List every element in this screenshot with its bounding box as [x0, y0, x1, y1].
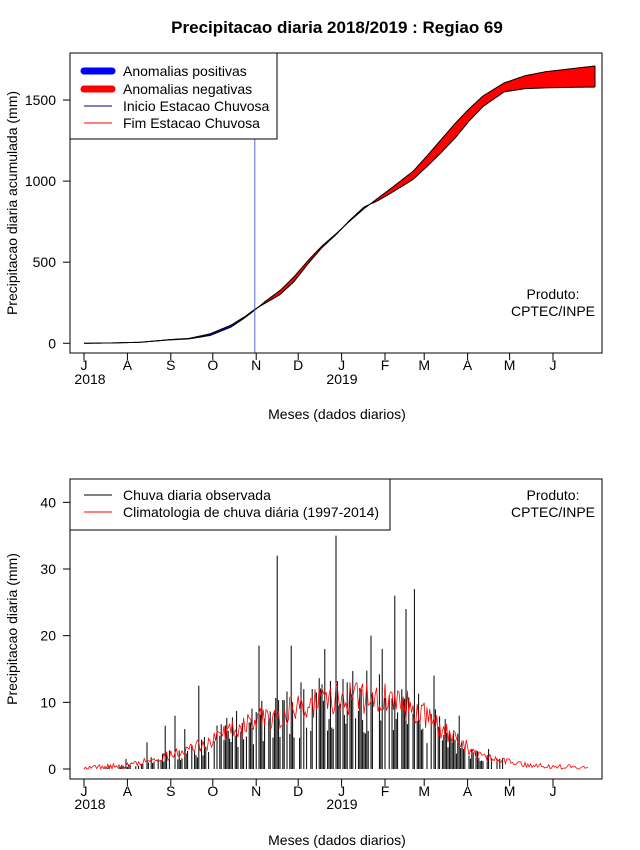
- product-label: Produto:: [527, 487, 580, 503]
- y-tick-label: 1000: [25, 173, 56, 189]
- x-tick-label: M: [504, 357, 516, 373]
- legend-label-end: Fim Estacao Chuvosa: [123, 115, 260, 131]
- negative-anomaly-area: [371, 65, 595, 204]
- legend: Anomalias positivas Anomalias negativas …: [69, 52, 278, 140]
- x-tick-label: J: [338, 783, 345, 799]
- year-label-2019: 2019: [326, 371, 357, 387]
- x-tick-label: F: [381, 783, 390, 799]
- x-tick-label: A: [123, 783, 133, 799]
- y-tick-label: 30: [40, 561, 56, 577]
- x-tick-label: N: [251, 357, 261, 373]
- legend-label-negative: Anomalias negativas: [123, 81, 252, 97]
- y-tick-label: 20: [40, 628, 56, 644]
- climatology-daily-line: [83, 681, 589, 771]
- legend-label-climatology: Climatologia de chuva diária (1997-2014): [123, 504, 379, 520]
- legend: Chuva diaria observada Climatologia de c…: [69, 478, 391, 531]
- x-tick-label: D: [293, 783, 303, 799]
- x-tick-label: S: [166, 357, 175, 373]
- year-label-2018: 2018: [74, 796, 105, 812]
- product-source: CPTEC/INPE: [511, 303, 595, 319]
- y-tick-label: 0: [48, 761, 56, 777]
- accumulated-precipitation-chart: Precipitacao diaria 2018/2019 : Regiao 6…: [4, 18, 603, 422]
- y-axis: 0 500 1000 1500: [25, 92, 71, 351]
- y-tick-label: 500: [33, 254, 57, 270]
- legend-label-positive: Anomalias positivas: [123, 63, 247, 79]
- x-tick-label: J: [81, 357, 88, 373]
- x-tick-label: M: [504, 783, 516, 799]
- y-axis: 0 10 20 30 40: [40, 494, 71, 777]
- chart-title: Precipitacao diaria 2018/2019 : Regiao 6…: [171, 18, 503, 37]
- x-axis-label: Meses (dados diarios): [268, 406, 406, 422]
- y-tick-label: 10: [40, 694, 56, 710]
- x-tick-label: A: [123, 357, 133, 373]
- climatology-line: [83, 681, 589, 771]
- x-tick-label: A: [463, 357, 473, 373]
- year-label-2019: 2019: [326, 796, 357, 812]
- x-tick-label: J: [550, 783, 557, 799]
- legend-label-start: Inicio Estacao Chuvosa: [123, 98, 270, 114]
- x-tick-label: F: [381, 357, 390, 373]
- x-tick-label: M: [418, 783, 430, 799]
- x-tick-label: O: [207, 783, 218, 799]
- legend-label-observed: Chuva diaria observada: [123, 487, 271, 503]
- x-tick-label: O: [207, 357, 218, 373]
- x-tick-label: M: [418, 357, 430, 373]
- x-axis-label: Meses (dados diarios): [268, 832, 406, 848]
- x-tick-label: J: [81, 783, 88, 799]
- x-tick-label: N: [251, 783, 261, 799]
- y-tick-label: 40: [40, 494, 56, 510]
- x-tick-label: J: [338, 357, 345, 373]
- legend-box: [69, 52, 278, 140]
- product-label: Produto:: [527, 286, 580, 302]
- product-source: CPTEC/INPE: [511, 504, 595, 520]
- x-tick-label: A: [463, 783, 473, 799]
- accumulation-lines: [83, 65, 596, 344]
- y-tick-label: 0: [48, 335, 56, 351]
- y-axis-label: Precipitacao diaria acumulada (mm): [4, 91, 20, 315]
- legend-box: [69, 478, 391, 531]
- year-label-2018: 2018: [74, 371, 105, 387]
- observed-accumulated-line: [83, 86, 596, 344]
- daily-rain-bars: [83, 535, 504, 769]
- x-tick-label: J: [550, 357, 557, 373]
- x-tick-label: S: [166, 783, 175, 799]
- daily-precipitation-chart: 0 10 20 30 40 J A S O N D J F M A M J 2018 2019 Meses (…: [4, 478, 603, 848]
- y-axis-label: Precipitacao diaria (mm): [4, 553, 20, 705]
- x-tick-label: D: [293, 357, 303, 373]
- y-tick-label: 1500: [25, 92, 56, 108]
